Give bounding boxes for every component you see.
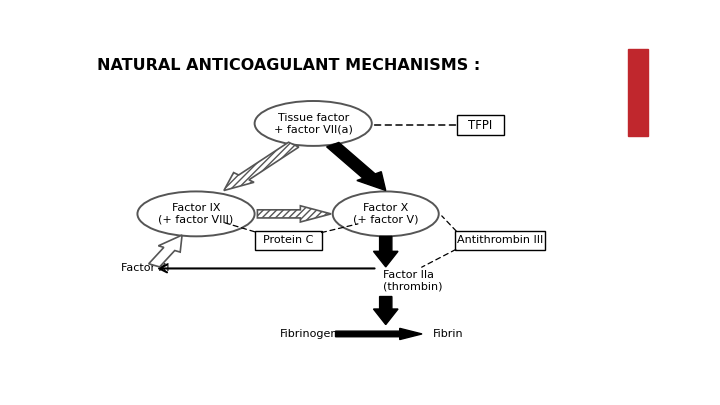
Polygon shape xyxy=(374,296,398,324)
Polygon shape xyxy=(224,142,299,190)
Text: Fibrin: Fibrin xyxy=(433,329,464,339)
Polygon shape xyxy=(336,328,422,339)
Polygon shape xyxy=(149,235,182,267)
Polygon shape xyxy=(327,143,386,190)
FancyBboxPatch shape xyxy=(456,231,545,250)
Ellipse shape xyxy=(138,192,255,237)
Text: Tissue factor
+ factor VII(a): Tissue factor + factor VII(a) xyxy=(274,113,353,134)
Ellipse shape xyxy=(255,101,372,146)
Polygon shape xyxy=(374,237,398,267)
Text: NATURAL ANTICOAGULANT MECHANISMS :: NATURAL ANTICOAGULANT MECHANISMS : xyxy=(97,58,480,73)
Text: Fibrinogen: Fibrinogen xyxy=(280,329,338,339)
Bar xyxy=(629,49,648,136)
Text: TFPI: TFPI xyxy=(469,119,492,132)
Text: Factor X
(+ factor V): Factor X (+ factor V) xyxy=(353,203,418,225)
Text: Factor XI: Factor XI xyxy=(121,264,169,273)
Polygon shape xyxy=(258,206,331,222)
FancyBboxPatch shape xyxy=(457,115,504,135)
FancyBboxPatch shape xyxy=(255,231,322,250)
Text: Antithrombin III: Antithrombin III xyxy=(457,235,544,245)
Text: Factor IX
(+ factor VIII): Factor IX (+ factor VIII) xyxy=(158,203,234,225)
Text: Protein C: Protein C xyxy=(263,235,313,245)
Text: Factor IIa
(thrombin): Factor IIa (thrombin) xyxy=(383,270,443,292)
Ellipse shape xyxy=(333,192,438,237)
